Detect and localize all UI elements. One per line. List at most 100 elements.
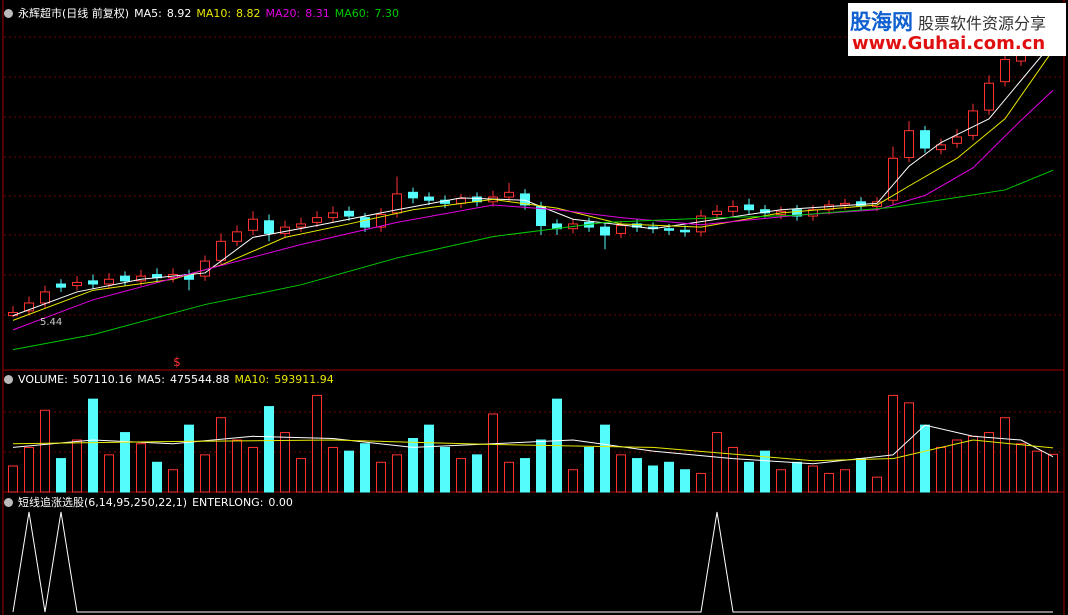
candle-body [24,302,34,312]
volume-bar [488,413,498,493]
volume-bar [808,465,818,493]
volume-bar [584,446,594,493]
volume-bar [1048,453,1058,493]
candle-body [920,130,930,149]
toggle-icon[interactable] [4,375,13,384]
indicator-header: 短线追涨选股(6,14,95,250,22,1) ENTERLONG: 0.00 [4,494,293,510]
volume-bar [248,446,258,493]
volume-bar [1032,450,1042,493]
candle-body [808,209,818,217]
grid [4,36,1064,453]
volume-bar [280,432,290,493]
volume-bar [56,458,66,493]
candle-body [120,275,130,282]
watermark-url: www.Guhai.com.cn [852,33,1046,54]
volume-bar [72,439,82,493]
volume-bar [872,476,882,493]
volume-value: 507110.16 [72,373,133,386]
toggle-icon[interactable] [4,497,13,507]
volume-bar [1016,443,1026,493]
series-value: 0.00 [268,495,293,509]
candle-body [712,210,722,215]
volume-bar [984,432,994,493]
legend-name: MA10: [234,373,270,386]
candle-body [792,209,802,217]
moving-average-line [12,439,1054,462]
volume-bar [504,461,514,493]
volume-bar [792,461,802,493]
series-name: ENTERLONG: [192,495,264,509]
candle-body [40,291,50,304]
volume-bar [696,472,706,493]
candle-body [616,225,626,234]
low-price-label: 5.44 [40,317,62,328]
volume-bar [344,450,354,493]
volume-bar [536,439,546,493]
indicator-title: 短线追涨选股(6,14,95,250,22,1) [18,496,188,509]
legend-value: 8.82 [236,6,261,20]
candle-body [536,206,546,227]
signal-marker: $ [173,355,181,369]
volume-bar [472,454,482,493]
volume-bar [152,461,162,493]
candle-body [56,283,66,288]
indicator-line [12,511,1053,613]
volume-bar [168,469,178,493]
moving-average-line [12,424,1054,465]
legend-value: 8.31 [305,6,330,20]
volume-bar [392,454,402,493]
volume-bar [568,469,578,493]
candle-body [264,220,274,234]
candle-body [872,201,882,208]
volume-bar [104,454,114,493]
volume-bar [616,454,626,493]
volume-bar [904,402,914,493]
legend-name: MA60: [334,6,370,20]
volume-bar [8,465,18,493]
candle-body [424,196,434,201]
volume-bar [120,432,130,493]
volume-bar [520,458,530,493]
candle-body [744,204,754,211]
volume-bar [824,472,834,493]
volume-bar [440,446,450,493]
candle-body [520,193,530,206]
candle-body [88,280,98,285]
volume-bar [312,394,322,493]
legend-value: 593911.94 [274,373,334,386]
volume-bar [952,439,962,493]
moving-average-line [12,41,1054,317]
moving-average-line [12,169,1054,351]
volume-bar [712,432,722,493]
candle-body [1000,59,1010,83]
stock-title: 永辉超市(日线 前复权) [18,7,130,20]
candle-body [408,191,418,199]
volume-bar [136,443,146,493]
volume-bar [40,409,50,493]
volume-bar [88,398,98,493]
legend-name: MA5: [137,373,166,386]
volume-bar [680,469,690,493]
legend-name: MA10: [196,6,232,20]
candle-body [680,229,690,233]
volume-header: VOLUME: 507110.16 MA5: 475544.88 MA10: 593911… [4,373,334,386]
legend-name: MA20: [265,6,301,20]
candle-body [72,281,82,287]
volume-bar [632,458,642,493]
candle-body [952,136,962,144]
volume-bar [328,446,338,493]
volume-bar [936,446,946,493]
volume-bar [664,461,674,493]
legend-value: 8.92 [166,6,192,20]
volume-bar [376,461,386,493]
candle-body [344,210,354,217]
legend-value: 7.30 [374,6,399,20]
volume-bar [888,394,898,493]
volume-bar [24,446,34,493]
toggle-icon[interactable] [4,8,13,18]
candle-body [328,212,338,219]
volume-bar [760,450,770,493]
